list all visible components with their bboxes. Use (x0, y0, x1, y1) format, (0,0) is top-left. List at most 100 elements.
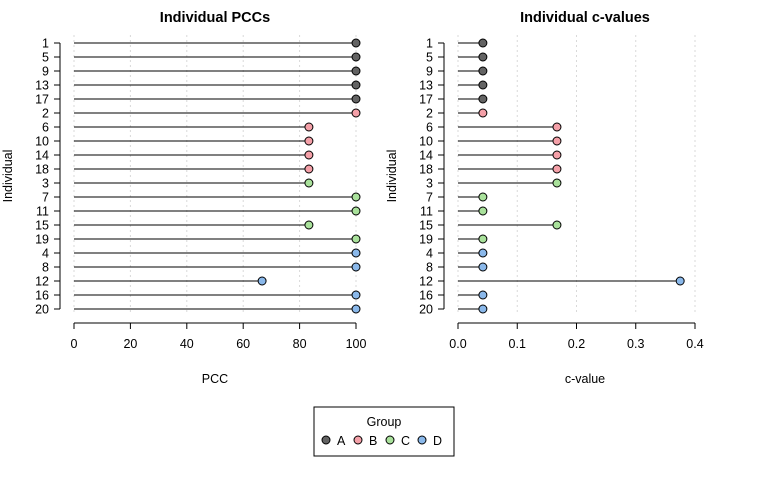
pcc-y-axis-label: Individual (1, 150, 15, 203)
pcc-y-tick-label: 18 (35, 163, 49, 177)
cvalue-point (675, 276, 685, 286)
cvalue-y-tick-label: 13 (419, 79, 433, 93)
cvalue-grid (457, 35, 696, 315)
cvalue-point (478, 234, 488, 244)
pcc-point (351, 52, 361, 62)
pcc-y-tick-label: 15 (35, 219, 49, 233)
cvalue-y-tick-label: 12 (419, 275, 433, 289)
pcc-y-tick-label: 2 (42, 107, 49, 121)
cvalue-y-tick-label: 10 (419, 135, 433, 149)
pcc-point (351, 290, 361, 300)
cvalue-y-axis-label: Individual (385, 150, 399, 203)
cvalue-point (478, 38, 488, 48)
cvalue-chart-title: Individual c-values (520, 10, 650, 26)
legend-box (313, 406, 455, 457)
cvalue-point (478, 52, 488, 62)
cvalue-y-tick-label: 2 (426, 107, 433, 121)
cvalue-x-tick-label: 0.1 (509, 337, 526, 351)
pcc-y-tick-label: 12 (35, 275, 49, 289)
pcc-point (351, 262, 361, 272)
cvalue-point (478, 290, 488, 300)
cvalue-point (478, 192, 488, 202)
pcc-x-tick-label: 20 (123, 337, 137, 351)
pcc-stems (74, 42, 356, 310)
pcc-point (351, 94, 361, 104)
cvalue-point (478, 248, 488, 258)
legend-marker (321, 435, 331, 445)
pcc-point (304, 164, 314, 174)
pcc-x-tick-label: 100 (346, 337, 367, 351)
legend-label: B (369, 434, 377, 448)
pcc-y-tick-label: 10 (35, 135, 49, 149)
pcc-point (304, 220, 314, 230)
cvalue-y-tick-label: 3 (426, 177, 433, 191)
cvalue-point (478, 262, 488, 272)
cvalue-point (552, 220, 562, 230)
cvalue-x-axis-label: c-value (565, 372, 605, 386)
pcc-point (304, 136, 314, 146)
pcc-point (351, 192, 361, 202)
legend: Group A B C D (313, 406, 455, 457)
pcc-x-tick-label: 80 (293, 337, 307, 351)
pcc-y-tick-label: 20 (35, 303, 49, 317)
cvalue-point (552, 122, 562, 132)
cvalue-x-tick-label: 0.3 (627, 337, 644, 351)
cvalue-y-tick-label: 1 (426, 37, 433, 51)
pcc-grid (73, 35, 357, 315)
pcc-x-tick-label: 60 (236, 337, 250, 351)
pcc-y-tick-label: 7 (42, 191, 49, 205)
pcc-point (351, 38, 361, 48)
legend-marker (417, 435, 427, 445)
pcc-x-tick-label: 0 (71, 337, 78, 351)
pcc-y-tick-label: 14 (35, 149, 49, 163)
cvalue-point (552, 178, 562, 188)
pcc-chart-title: Individual PCCs (160, 10, 270, 26)
pcc-point (351, 80, 361, 90)
cvalue-point (478, 80, 488, 90)
pcc-point (304, 150, 314, 160)
pcc-y-tick-label: 8 (42, 261, 49, 275)
cvalue-point (478, 66, 488, 76)
pcc-point (351, 108, 361, 118)
pcc-panel: Individual PCCs PCC Individual 0 20 40 60 80… (1, 10, 366, 386)
cvalue-y-tick-label: 9 (426, 65, 433, 79)
legend-items: A B C D (321, 434, 442, 448)
cvalue-y-tick-label: 5 (426, 51, 433, 65)
pcc-x-axis: 0 20 40 60 80 100 (71, 322, 367, 351)
legend-label: C (401, 434, 410, 448)
cvalue-stems (458, 42, 681, 310)
cvalue-y-tick-label: 6 (426, 121, 433, 135)
cvalue-x-tick-label: 0.2 (568, 337, 585, 351)
pcc-point (351, 66, 361, 76)
cvalue-y-tick-label: 14 (419, 149, 433, 163)
legend-label: D (433, 434, 442, 448)
pcc-point (351, 304, 361, 314)
pcc-y-tick-label: 4 (42, 247, 49, 261)
cvalue-y-tick-label: 20 (419, 303, 433, 317)
pcc-y-tick-label: 6 (42, 121, 49, 135)
pcc-point (351, 234, 361, 244)
cvalue-point (478, 206, 488, 216)
pcc-y-tick-label: 11 (36, 205, 49, 219)
legend-marker (385, 435, 395, 445)
cvalue-points (478, 38, 685, 314)
pcc-point (304, 122, 314, 132)
cvalue-point (478, 108, 488, 118)
pcc-point (351, 248, 361, 258)
pcc-point (257, 276, 267, 286)
cvalue-y-tick-label: 19 (419, 233, 433, 247)
cvalue-x-tick-label: 0.0 (449, 337, 466, 351)
cvalue-point (478, 94, 488, 104)
cvalue-y-tick-label: 17 (419, 93, 433, 107)
cvalue-y-tick-label: 8 (426, 261, 433, 275)
pcc-point (351, 206, 361, 216)
legend-marker (353, 435, 363, 445)
cvalue-x-tick-label: 0.4 (686, 337, 703, 351)
cvalue-y-tick-label: 11 (420, 205, 433, 219)
pcc-y-tick-label: 19 (35, 233, 49, 247)
cvalue-y-tick-label: 18 (419, 163, 433, 177)
pcc-x-tick-label: 40 (180, 337, 194, 351)
legend-label: A (337, 434, 346, 448)
